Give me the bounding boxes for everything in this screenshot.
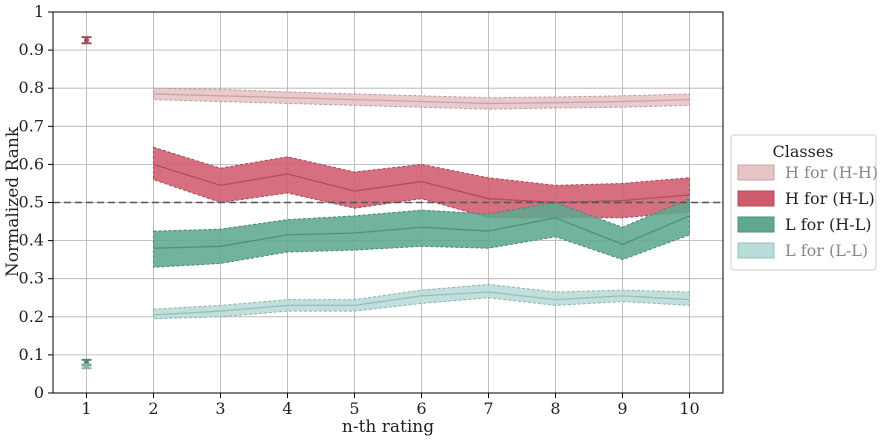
x-tick-label: 1	[81, 399, 91, 418]
y-tick-label: 0.4	[19, 231, 44, 250]
y-tick-label: 0.3	[19, 269, 44, 288]
mean-line-series-3	[153, 291, 690, 316]
legend-swatch-series-0	[737, 164, 775, 181]
x-tick-label: 2	[148, 399, 158, 418]
x-axis-label: n-th rating	[342, 417, 434, 437]
x-tick-label: 8	[550, 399, 560, 418]
axis-ticks: 1 2 3 4 5 6 7 8 9 10 0 0.1 0.2 0.3 0.4 0.5 0.6 0.7 0.8 0.9 1	[19, 2, 700, 418]
legend-swatch-series-1	[737, 190, 775, 207]
x-tick-label: 10	[679, 399, 699, 418]
x-tick-label: 6	[416, 399, 426, 418]
y-tick-label: 0.5	[19, 193, 44, 212]
y-tick-label: 0.1	[19, 345, 44, 364]
mean-line-series-1	[153, 163, 690, 204]
y-tick-label: 0.6	[19, 154, 44, 173]
point-series-3	[84, 363, 89, 369]
y-tick-label: 0.2	[19, 307, 44, 326]
legend-label-series-3: L for (L-L)	[785, 241, 868, 260]
y-tick-label: 0.8	[19, 78, 44, 97]
mean-line-series-0	[153, 93, 690, 105]
legend-swatch-series-2	[737, 216, 775, 233]
legend-label-series-2: L for (H-L)	[785, 215, 871, 234]
y-tick-label: 1	[34, 2, 44, 21]
legend-items: H for (H-H) H for (H-L) L for (H-L) L for (…	[737, 163, 878, 260]
y-axis-label: Normalized Rank	[3, 126, 23, 277]
x-tick-label: 9	[617, 399, 627, 418]
band-series-3	[153, 283, 690, 320]
y-tick-label: 0.7	[19, 116, 44, 135]
x-tick-label: 3	[215, 399, 225, 418]
x-tick-label: 7	[483, 399, 493, 418]
band-series-2	[153, 197, 690, 268]
legend-swatch-series-3	[737, 242, 775, 259]
legend-label-series-0: H for (H-H)	[785, 163, 878, 182]
x-tick-label: 4	[282, 399, 292, 418]
band-series-1	[153, 146, 690, 219]
series-bands	[153, 87, 690, 320]
legend-title: Classes	[773, 142, 834, 161]
legend: Classes H for (H-H) H for (H-L) L for (H-L…	[730, 134, 878, 271]
mean-line-series-2	[153, 215, 690, 249]
x-tick-label: 5	[349, 399, 359, 418]
y-tick-label: 0.9	[19, 40, 44, 59]
legend-label-series-1: H for (H-L)	[785, 189, 875, 208]
point-series-1	[84, 37, 89, 43]
band-series-0	[153, 87, 690, 110]
x1-error-points	[81, 36, 92, 370]
y-tick-label: 0	[34, 383, 44, 402]
